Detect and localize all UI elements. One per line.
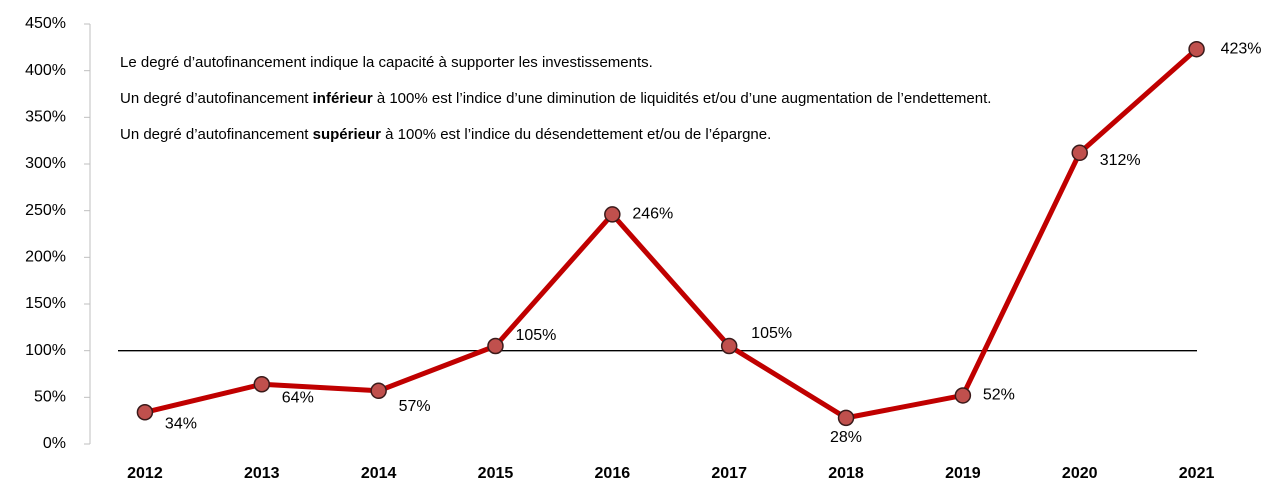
annotation-text: Un degré d’autofinancement (120, 90, 313, 107)
x-tick-label: 2017 (711, 465, 747, 482)
data-label: 246% (632, 206, 673, 223)
x-tick-label: 2018 (828, 465, 864, 482)
marker (837, 409, 855, 427)
annotation-text: Le degré d’autofinancement indique la ca… (120, 54, 653, 71)
y-tick-label: 150% (25, 295, 66, 312)
data-label: 34% (165, 415, 197, 432)
y-tick-label: 50% (34, 389, 66, 406)
x-tick-label: 2015 (478, 465, 514, 482)
marker (136, 404, 154, 421)
marker (720, 337, 738, 355)
annotation: Le degré d’autofinancement indique la ca… (120, 52, 1000, 74)
y-tick-label: 450% (25, 15, 66, 32)
y-tick-label: 300% (25, 155, 66, 172)
x-tick-label: 2014 (361, 465, 397, 482)
x-tick-label: 2013 (244, 465, 280, 482)
annotation-text: supérieur (312, 126, 381, 143)
annotation: Un degré d’autofinancement inférieur à 1… (120, 88, 1000, 110)
marker (604, 206, 621, 223)
data-label: 52% (983, 387, 1015, 404)
data-label: 57% (399, 398, 431, 415)
data-label: 64% (282, 389, 314, 406)
annotation-text: à 100% est l’indice d’une diminution de … (372, 90, 992, 107)
y-tick-label: 100% (25, 342, 66, 359)
annotation-text: Un degré d’autofinancement (120, 126, 313, 143)
y-tick-label: 200% (25, 249, 66, 266)
annotations: Le degré d’autofinancement indique la ca… (120, 52, 1000, 160)
x-tick-label: 2016 (595, 465, 631, 482)
line (144, 47, 1199, 421)
marker (954, 387, 972, 404)
x-tick-label: 2021 (1179, 465, 1215, 482)
marker (487, 337, 504, 355)
data-label: 105% (751, 325, 792, 342)
annotation-text: inférieur (312, 90, 373, 107)
y-tick-label: 250% (25, 202, 66, 219)
data-label: 423% (1221, 40, 1262, 57)
y-tick-label: 0% (43, 435, 66, 452)
data-label: 105% (515, 327, 556, 344)
annotation: Un degré d’autofinancement supérieur à 1… (120, 124, 1000, 146)
data-label: 312% (1100, 152, 1141, 169)
x-tick-label: 2019 (945, 465, 981, 482)
annotation-text: à 100% est l’indice du désendettement et… (381, 126, 772, 143)
marker (1188, 40, 1205, 58)
y-tick-label: 400% (25, 62, 66, 79)
x-tick-label: 2020 (1062, 465, 1098, 482)
marker (370, 382, 387, 400)
data-label: 28% (830, 429, 862, 446)
marker (1071, 144, 1088, 162)
marker (253, 376, 271, 393)
x-tick-label: 2012 (127, 465, 163, 482)
y-tick-label: 350% (25, 109, 66, 126)
